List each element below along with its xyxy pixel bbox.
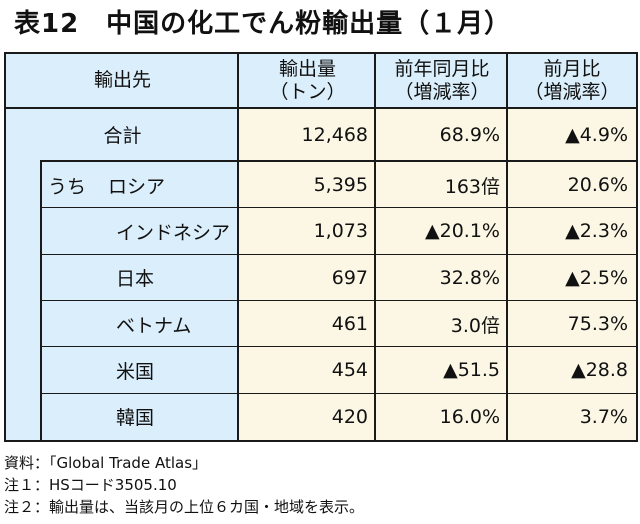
header-yoy-line1: 前年同月比 — [394, 57, 490, 80]
row-divider — [42, 253, 636, 255]
note-source: 資料：「Global Trade Atlas」 — [4, 454, 208, 472]
total-mom: ▲4.9% — [508, 109, 636, 160]
header-destination: 輸出先 — [6, 54, 239, 107]
row-mom: ▲28.8 — [508, 347, 636, 394]
row-label: 韓国 — [42, 393, 237, 440]
header-mom-line2: （増減率） — [524, 80, 620, 103]
header-volume-line1: 輸出量 — [278, 57, 336, 80]
row-divider — [42, 346, 636, 348]
note-top-countries: 注２：輸出量は、当該月の上位６カ国・地域を表示。 — [4, 498, 365, 516]
row-volume: 697 — [239, 254, 376, 301]
header-mom-line1: 前月比 — [543, 57, 601, 80]
row-mom: 20.6% — [508, 162, 636, 209]
row-volume: 420 — [239, 393, 376, 440]
note-hs-code: 注１：HSコード3505.10 — [4, 476, 177, 494]
row-yoy: 32.8% — [376, 254, 508, 301]
row-volume: 1,073 — [239, 208, 376, 255]
row-yoy: 3.0倍 — [376, 300, 508, 348]
breakdown-prefix: うち — [48, 175, 87, 198]
row-mom: ▲2.5% — [508, 254, 636, 301]
header-mom: 前月比 （増減率） — [508, 54, 636, 107]
row-label: うち ロシア — [42, 162, 237, 209]
row-volume: 454 — [239, 347, 376, 394]
row-yoy: ▲51.5 — [376, 347, 508, 394]
row-label: 米国 — [42, 347, 237, 394]
table-title: 表12 中国の化工でん粉輸出量（１月） — [14, 9, 512, 39]
total-volume: 12,468 — [239, 109, 376, 160]
row-yoy: 163倍 — [376, 162, 508, 209]
row-divider — [42, 299, 636, 301]
row-volume: 5,395 — [239, 162, 376, 209]
row-label-text: ロシア — [108, 175, 166, 198]
row-mom: 3.7% — [508, 393, 636, 440]
total-yoy: 68.9% — [376, 109, 508, 160]
row-label: インドネシア — [42, 208, 237, 255]
header-yoy: 前年同月比 （増減率） — [376, 54, 508, 107]
row-yoy: ▲20.1% — [376, 208, 508, 255]
header-yoy-line2: （増減率） — [394, 80, 490, 103]
row-label: ベトナム — [42, 300, 237, 348]
header-volume-line2: （トン） — [269, 80, 346, 103]
header-destination-label: 輸出先 — [93, 69, 151, 91]
row-divider — [42, 207, 636, 209]
export-table: 輸出先 輸出量 （トン） 前年同月比 （増減率） 前月比 （増減率） 合計 12… — [4, 52, 638, 442]
header-volume: 輸出量 （トン） — [239, 54, 376, 107]
row-mom: ▲2.3% — [508, 208, 636, 255]
row-divider — [42, 392, 636, 394]
row-mom: 75.3% — [508, 300, 636, 348]
indent-block — [6, 109, 40, 440]
notes: 資料：「Global Trade Atlas」 注１：HSコード3505.10 … — [4, 452, 364, 518]
row-yoy: 16.0% — [376, 393, 508, 440]
row-volume: 461 — [239, 300, 376, 348]
row-label: 日本 — [42, 254, 237, 301]
total-label: 合計 — [6, 109, 239, 160]
